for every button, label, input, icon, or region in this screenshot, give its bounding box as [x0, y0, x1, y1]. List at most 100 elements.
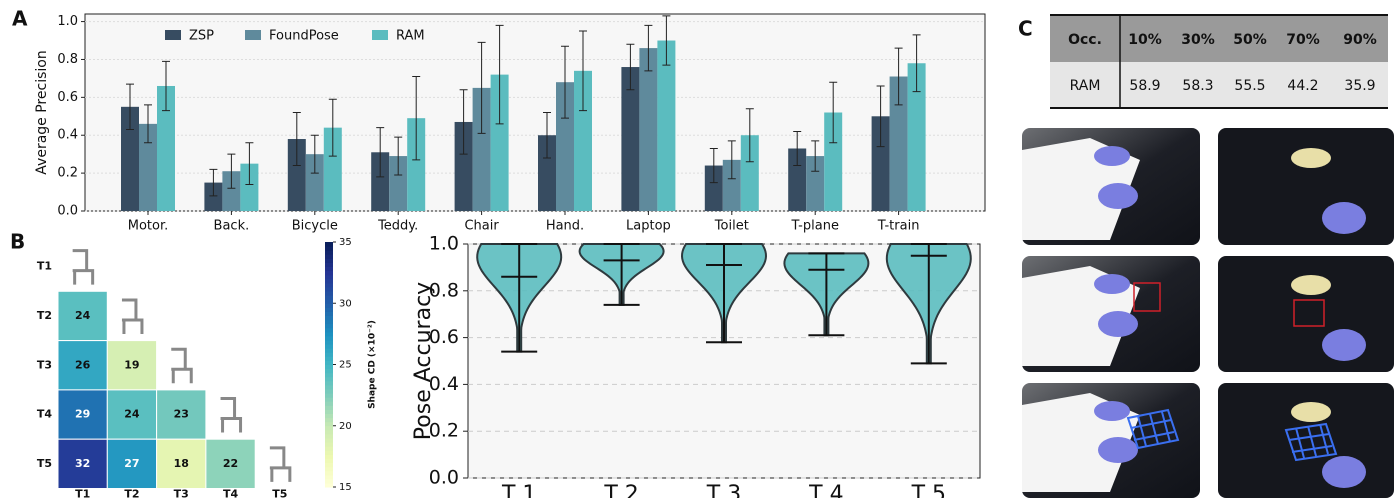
legend-swatch [372, 30, 388, 40]
colorbar-segment [325, 414, 333, 419]
colorbar-segment [325, 332, 333, 337]
y-tick-label: 1.0 [57, 14, 78, 29]
x-tick-label: Back. [214, 219, 250, 234]
colorbar-segment [325, 422, 333, 427]
panel-label: C [1018, 17, 1033, 41]
colorbar-segment [325, 401, 333, 406]
legend-swatch [165, 30, 181, 40]
colorbar-segment [325, 303, 333, 308]
panel-label: B [10, 230, 25, 254]
x-tick-label: T 1 [501, 482, 536, 498]
table-cell: 58.9 [1129, 78, 1160, 94]
cell-label: 24 [75, 309, 91, 322]
table-cell: 35.9 [1344, 78, 1375, 94]
colorbar-tick-label: 35 [339, 237, 352, 248]
colorbar-tick-label: 15 [339, 482, 352, 493]
colorbar-segment [325, 287, 333, 292]
colorbar-segment [325, 471, 333, 476]
colorbar-segment [325, 450, 333, 455]
y-tick-label: 0.6 [57, 90, 78, 105]
photo [1218, 383, 1394, 498]
x-tick-label: T-train [877, 219, 920, 234]
table-header-cell: 90% [1343, 32, 1377, 48]
column-label: T3 [174, 488, 189, 498]
colorbar-segment [325, 405, 333, 410]
photos [1022, 128, 1394, 498]
table-header-cell: 10% [1128, 32, 1162, 48]
colorbar-segment [325, 311, 333, 316]
colorbar-segment [325, 328, 333, 333]
colorbar-segment [325, 381, 333, 386]
cell-label: 27 [124, 457, 139, 470]
row-label: T2 [37, 309, 52, 322]
colorbar-segment [325, 360, 333, 365]
colorbar-segment [325, 377, 333, 382]
y-tick-label: 0.0 [429, 467, 459, 489]
cell-label: 29 [75, 408, 90, 421]
legend-label: ZSP [189, 29, 214, 44]
colorbar-segment [325, 352, 333, 357]
colorbar-segment [325, 426, 333, 431]
x-tick-label: Toilet [714, 219, 749, 234]
legend-label: RAM [396, 29, 425, 44]
cell-label: 22 [223, 457, 238, 470]
colorbar-segment [325, 267, 333, 272]
colorbar-segment [325, 479, 333, 484]
column-label: T4 [223, 488, 239, 498]
colorbar-segment [325, 299, 333, 304]
colorbar-segment [325, 393, 333, 398]
chair-icon [221, 399, 241, 433]
chair-icon [171, 349, 191, 383]
table-header-cell: 50% [1233, 32, 1267, 48]
row-label: T5 [37, 457, 52, 470]
photo [1218, 128, 1394, 245]
panel-label: A [12, 7, 28, 31]
cell-label: 26 [75, 358, 91, 371]
colorbar-segment [325, 262, 333, 267]
x-tick-label: T 5 [911, 482, 946, 498]
y-axis-label: Average Precision [34, 50, 50, 174]
colorbar-segment [325, 430, 333, 435]
bar [657, 41, 675, 211]
colorbar-tick-label: 20 [339, 421, 352, 432]
colorbar-segment [325, 373, 333, 378]
x-tick-label: Laptop [626, 219, 671, 234]
table-header-cell: 70% [1286, 32, 1320, 48]
x-tick-label: Bicycle [292, 219, 338, 234]
table-cell: 55.5 [1234, 78, 1265, 94]
chair-icon [73, 251, 93, 285]
cell-label: 19 [124, 358, 139, 371]
colorbar-segment [325, 348, 333, 353]
colorbar-segment [325, 254, 333, 259]
colorbar-segment [325, 250, 333, 255]
photo [1218, 256, 1394, 372]
y-tick-label: 0.4 [57, 128, 78, 143]
colorbar-segment [325, 316, 333, 321]
column-label: T5 [272, 488, 287, 498]
colorbar-segment [325, 279, 333, 284]
x-tick-label: Hand. [546, 219, 584, 234]
y-tick-label: 0.8 [57, 52, 78, 67]
colorbar-segment [325, 356, 333, 361]
x-tick-label: T-plane [790, 219, 839, 234]
y-axis-label: Pose Accuracy [411, 282, 436, 440]
colorbar-segment [325, 320, 333, 325]
colorbar-segment [325, 275, 333, 280]
x-tick-label: Motor. [128, 219, 169, 234]
chair-icon [270, 448, 290, 482]
bar [639, 48, 657, 211]
y-tick-label: 0.2 [57, 166, 78, 181]
colorbar-segment [325, 467, 333, 472]
cell-label: 23 [174, 408, 189, 421]
cell-label: 32 [75, 457, 90, 470]
table-header-cell: 30% [1181, 32, 1215, 48]
colorbar-segment [325, 307, 333, 312]
colorbar-segment [325, 242, 333, 247]
colorbar-segment [325, 454, 333, 459]
x-tick-label: T 2 [603, 482, 638, 498]
colorbar-segment [325, 246, 333, 251]
column-label: T1 [75, 488, 90, 498]
x-tick-label: Teddy. [377, 219, 418, 234]
cell-label: 24 [124, 408, 140, 421]
colorbar-segment [325, 446, 333, 451]
